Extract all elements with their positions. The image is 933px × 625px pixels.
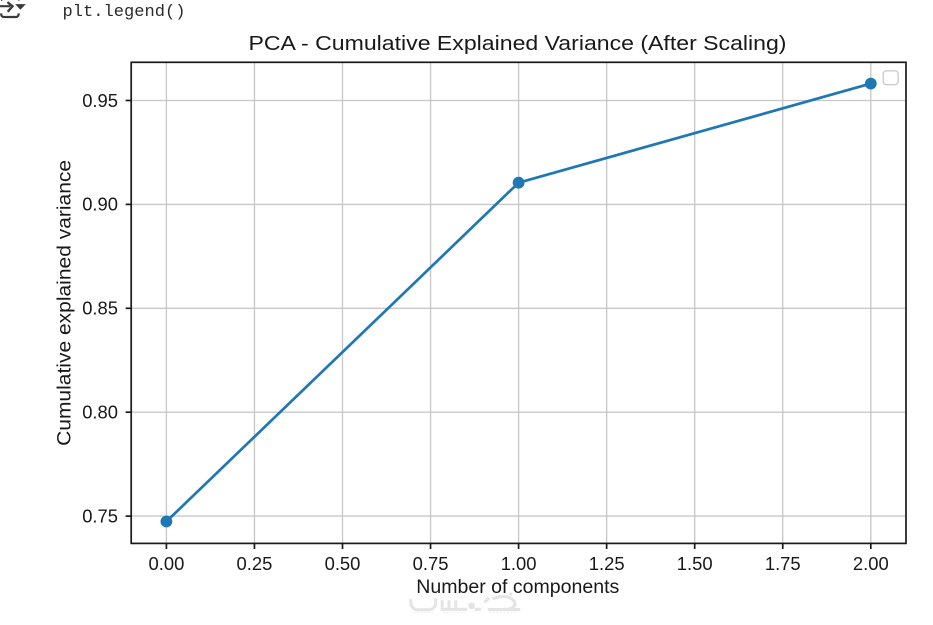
- svg-text:PCA - Cumulative Explained Var: PCA - Cumulative Explained Variance (Aft…: [249, 33, 787, 55]
- svg-text:plt.legend(): plt.legend(): [63, 2, 186, 21]
- svg-text:Cumulative explained variance: Cumulative explained variance: [55, 160, 76, 446]
- svg-text:0.75: 0.75: [413, 553, 449, 574]
- svg-text:0.75: 0.75: [82, 505, 118, 526]
- svg-text:0.25: 0.25: [237, 553, 273, 574]
- svg-text:Number of components: Number of components: [416, 577, 619, 598]
- svg-text:0.50: 0.50: [325, 553, 361, 574]
- svg-text:1.00: 1.00: [501, 553, 537, 574]
- svg-text:1.50: 1.50: [677, 553, 713, 574]
- svg-text:1.25: 1.25: [589, 553, 625, 574]
- svg-text:0.90: 0.90: [82, 194, 118, 215]
- svg-text:0.00: 0.00: [149, 553, 185, 574]
- svg-text:1.75: 1.75: [765, 553, 801, 574]
- svg-text:0.85: 0.85: [82, 298, 118, 319]
- svg-text:0.95: 0.95: [82, 90, 118, 111]
- svg-text:0.80: 0.80: [82, 402, 118, 423]
- svg-text:2.00: 2.00: [853, 553, 889, 574]
